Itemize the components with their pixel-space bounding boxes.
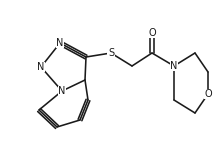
Text: S: S — [108, 48, 114, 58]
Text: N: N — [56, 38, 64, 48]
Text: N: N — [37, 62, 45, 72]
Text: O: O — [148, 28, 156, 38]
Text: N: N — [170, 61, 178, 71]
Text: O: O — [204, 89, 212, 99]
Text: N: N — [58, 86, 66, 96]
